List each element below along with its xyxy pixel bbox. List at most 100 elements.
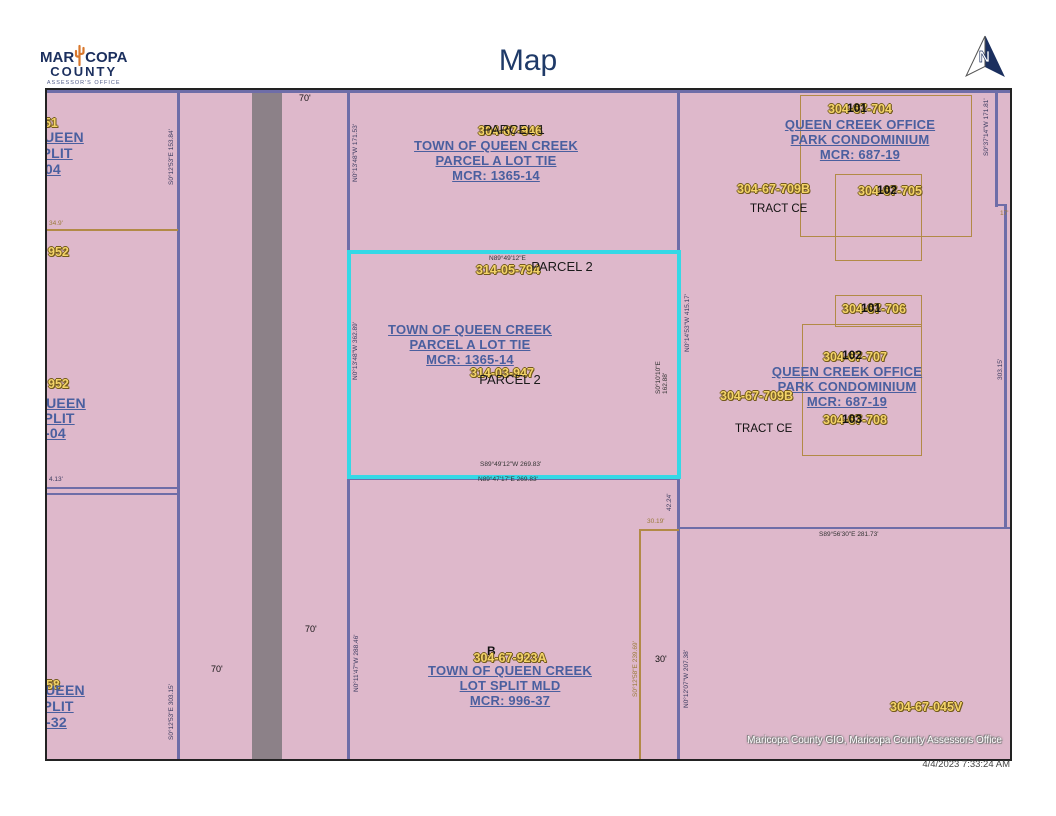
bearing-label: S89°49'12"W 269.83' [480,461,542,468]
parcel-link[interactable]: 9-04 [45,161,61,177]
bearing-label: N0°13'48"W 171.53' [352,124,359,182]
logo-office: ASSESSOR'S OFFICE [46,80,121,86]
condo-outline-ne-2 [835,174,922,261]
parcel-link[interactable]: SPLIT [47,145,73,161]
selected-parcel-highlight[interactable] [347,250,681,479]
road-width-label: 70' [299,93,311,103]
dimension-label: 4.13' [49,476,63,483]
parcel-link[interactable]: MCR: 1365-14 [452,168,540,183]
tan-line-bottom-h [639,529,679,531]
page-title: Map [498,44,558,77]
tract-label: TRACT CE [750,203,808,215]
road-width-label: 30' [655,654,667,664]
parcel-link[interactable]: -04 [45,425,66,441]
apn-label: 304-67-709B [737,182,810,196]
parcel-link[interactable]: QUEEN [45,129,84,145]
tract-label: TRACT CE [735,423,793,435]
bearing-label: N0°13'48"W 362.89' [352,322,359,380]
parcel-link[interactable]: QUEEN [46,395,86,411]
parcel-link[interactable]: SPLIT [47,698,74,714]
bearing-label: S0°12'58"E 239.69' [632,641,639,697]
north-arrow-icon: N [962,34,1008,85]
boundary-left-column [177,90,180,759]
apn-label: 304-67-706 [842,302,906,316]
dimension-label: 42.24' [666,493,673,511]
bearing-label: N89°47'17"E 269.83' [478,476,538,483]
parcel-link[interactable]: TOWN OF QUEEN CREEK [388,322,552,337]
parcel-link[interactable]: MCR: 1365-14 [426,352,514,367]
apn-label: 952 [48,245,69,259]
apn-label: 951 [45,116,58,130]
parcel-link[interactable]: PARK CONDOMINIUM [777,379,917,394]
bearing-label: N0°11'47"W 288.46' [353,634,360,693]
apn-label: 314-05-794 [476,263,540,277]
bearing-label: N0°14'53"W 415.17' [684,294,691,352]
apn-label: 304-67-707 [823,350,887,364]
unit-number-label: 102 [841,348,863,362]
bearing-label: S0°10'10"E 162.88' [655,361,670,394]
unit-number-label: B [487,644,496,658]
boundary-left-h2 [47,493,178,495]
dimension-label: 17' [1000,210,1009,217]
parcel-link[interactable]: TOWN OF QUEEN CREEK [414,138,578,153]
parcel-link[interactable]: MCR: 687-19 [806,394,888,409]
tan-line-bottom-v [639,529,641,759]
road-strip [252,90,282,759]
bearing-label: S89°56'30"E 281.73' [819,531,879,538]
parcel-link[interactable]: QUEEN CREEK OFFICE [771,364,923,379]
boundary-under-highlight [349,478,679,480]
map-credit: Maricopa County GIO, Maricopa County Ass… [747,735,1002,746]
logo-county: COUNTY [50,64,118,79]
road-width-label: 70' [211,664,223,674]
dimension-label: 34.9' [49,220,63,227]
boundary-ne-edge-1 [995,90,998,207]
parcel-number-label: PARCEL 1 [483,122,545,137]
boundary-left-h1 [47,487,178,489]
logo-word-b: COPA [85,49,128,66]
apn-label: 958 [45,678,60,692]
boundary-top [47,90,1010,93]
bearing-label: S0°37'14"W 171.81' [983,98,990,156]
apn-label: 952 [48,377,69,391]
apn-label: 304-67-923A [473,651,547,665]
boundary-se-horizontal [677,527,1010,529]
unit-number-label: 101 [846,101,868,115]
bearing-label: S0°12'53"E 153.84' [168,129,175,185]
condo-outline-ne-1 [800,95,972,237]
parcel-link[interactable]: QUEEN CREEK OFFICE [784,117,936,132]
parcel-link[interactable]: -32 [46,714,67,730]
cactus-icon [74,44,85,67]
parcel-link[interactable]: PARK CONDOMINIUM [790,132,930,147]
apn-label: 304-67-045V [890,700,963,714]
boundary-ne-jog [995,204,1007,206]
unit-number-label: 103 [841,412,863,426]
bearing-label: 303.15' [997,358,1004,380]
parcel-link[interactable]: PARCEL A LOT TIE [409,337,531,352]
apn-label: 314-03-947 [470,366,534,380]
parcel-number-label: PARCEL 2 [531,259,593,274]
parcel-link[interactable]: LOT SPLIT MLD [459,678,561,693]
apn-label: 304-67-946 [478,124,542,138]
logo-word-a: MAR [40,49,75,66]
bearing-label: N0°12'07"W 207.38' [683,650,690,708]
north-letter: N [979,49,990,66]
apn-label: 304-67-708 [823,413,887,427]
parcel-link[interactable]: TOWN OF QUEEN CREEK [428,663,592,678]
tan-line-left [47,229,178,231]
parcel-link[interactable]: MCR: 996-37 [469,693,551,708]
boundary-e-edge [1004,206,1007,528]
condo-outline-e-2 [802,324,922,456]
condo-outline-e-1 [835,295,922,327]
parcel-link[interactable]: MCR: 687-19 [819,147,901,162]
parcel-number-label: PARCEL 2 [479,372,541,387]
parcel-link[interactable]: PARCEL A LOT TIE [435,153,557,168]
unit-number-label: 101 [860,301,882,315]
parcel-link[interactable]: SPLIT [47,410,75,426]
bearing-label: S0°12'53"E 303.15' [168,684,175,740]
parcel-link[interactable]: QUEEN [45,682,85,698]
unit-number-label: 102 [876,183,898,197]
map-canvas[interactable]: 951 QUEEN SPLIT 9-04 34.9' 952 952 QUEEN… [45,88,1012,761]
apn-label: 304-67-704 [828,102,892,116]
apn-label: 304-67-705 [858,184,922,198]
